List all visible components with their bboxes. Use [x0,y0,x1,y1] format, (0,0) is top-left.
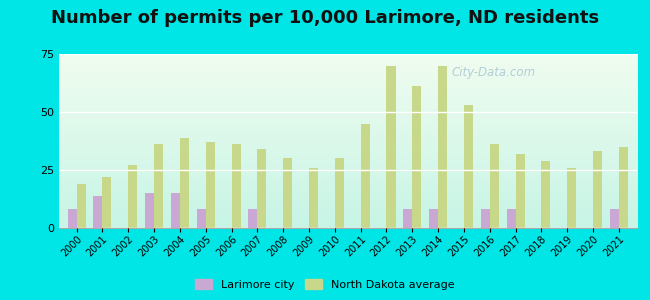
Bar [128,165,137,228]
Bar [481,209,490,228]
Bar [515,154,525,228]
Bar [412,86,421,228]
Bar [154,145,163,228]
Bar [387,66,396,228]
Bar [567,168,577,228]
Bar [180,137,189,228]
Bar [103,177,111,228]
Bar [610,209,619,228]
Bar [335,158,344,228]
Text: City-Data.com: City-Data.com [452,66,536,79]
Bar [171,193,180,228]
Bar [361,124,370,228]
Bar [490,145,499,228]
Legend: Larimore city, North Dakota average: Larimore city, North Dakota average [191,275,459,294]
Text: Number of permits per 10,000 Larimore, ND residents: Number of permits per 10,000 Larimore, N… [51,9,599,27]
Bar [429,209,438,228]
Bar [593,152,602,228]
Bar [205,142,214,228]
Bar [438,66,447,228]
Bar [283,158,292,228]
Bar [248,209,257,228]
Bar [231,145,240,228]
Bar [464,105,473,228]
Bar [68,209,77,228]
Bar [506,209,515,228]
Bar [197,209,205,228]
Bar [403,209,412,228]
Bar [77,184,86,228]
Bar [619,147,628,228]
Bar [309,168,318,228]
Bar [257,149,266,228]
Bar [145,193,154,228]
Bar [541,161,551,228]
Bar [94,196,103,228]
